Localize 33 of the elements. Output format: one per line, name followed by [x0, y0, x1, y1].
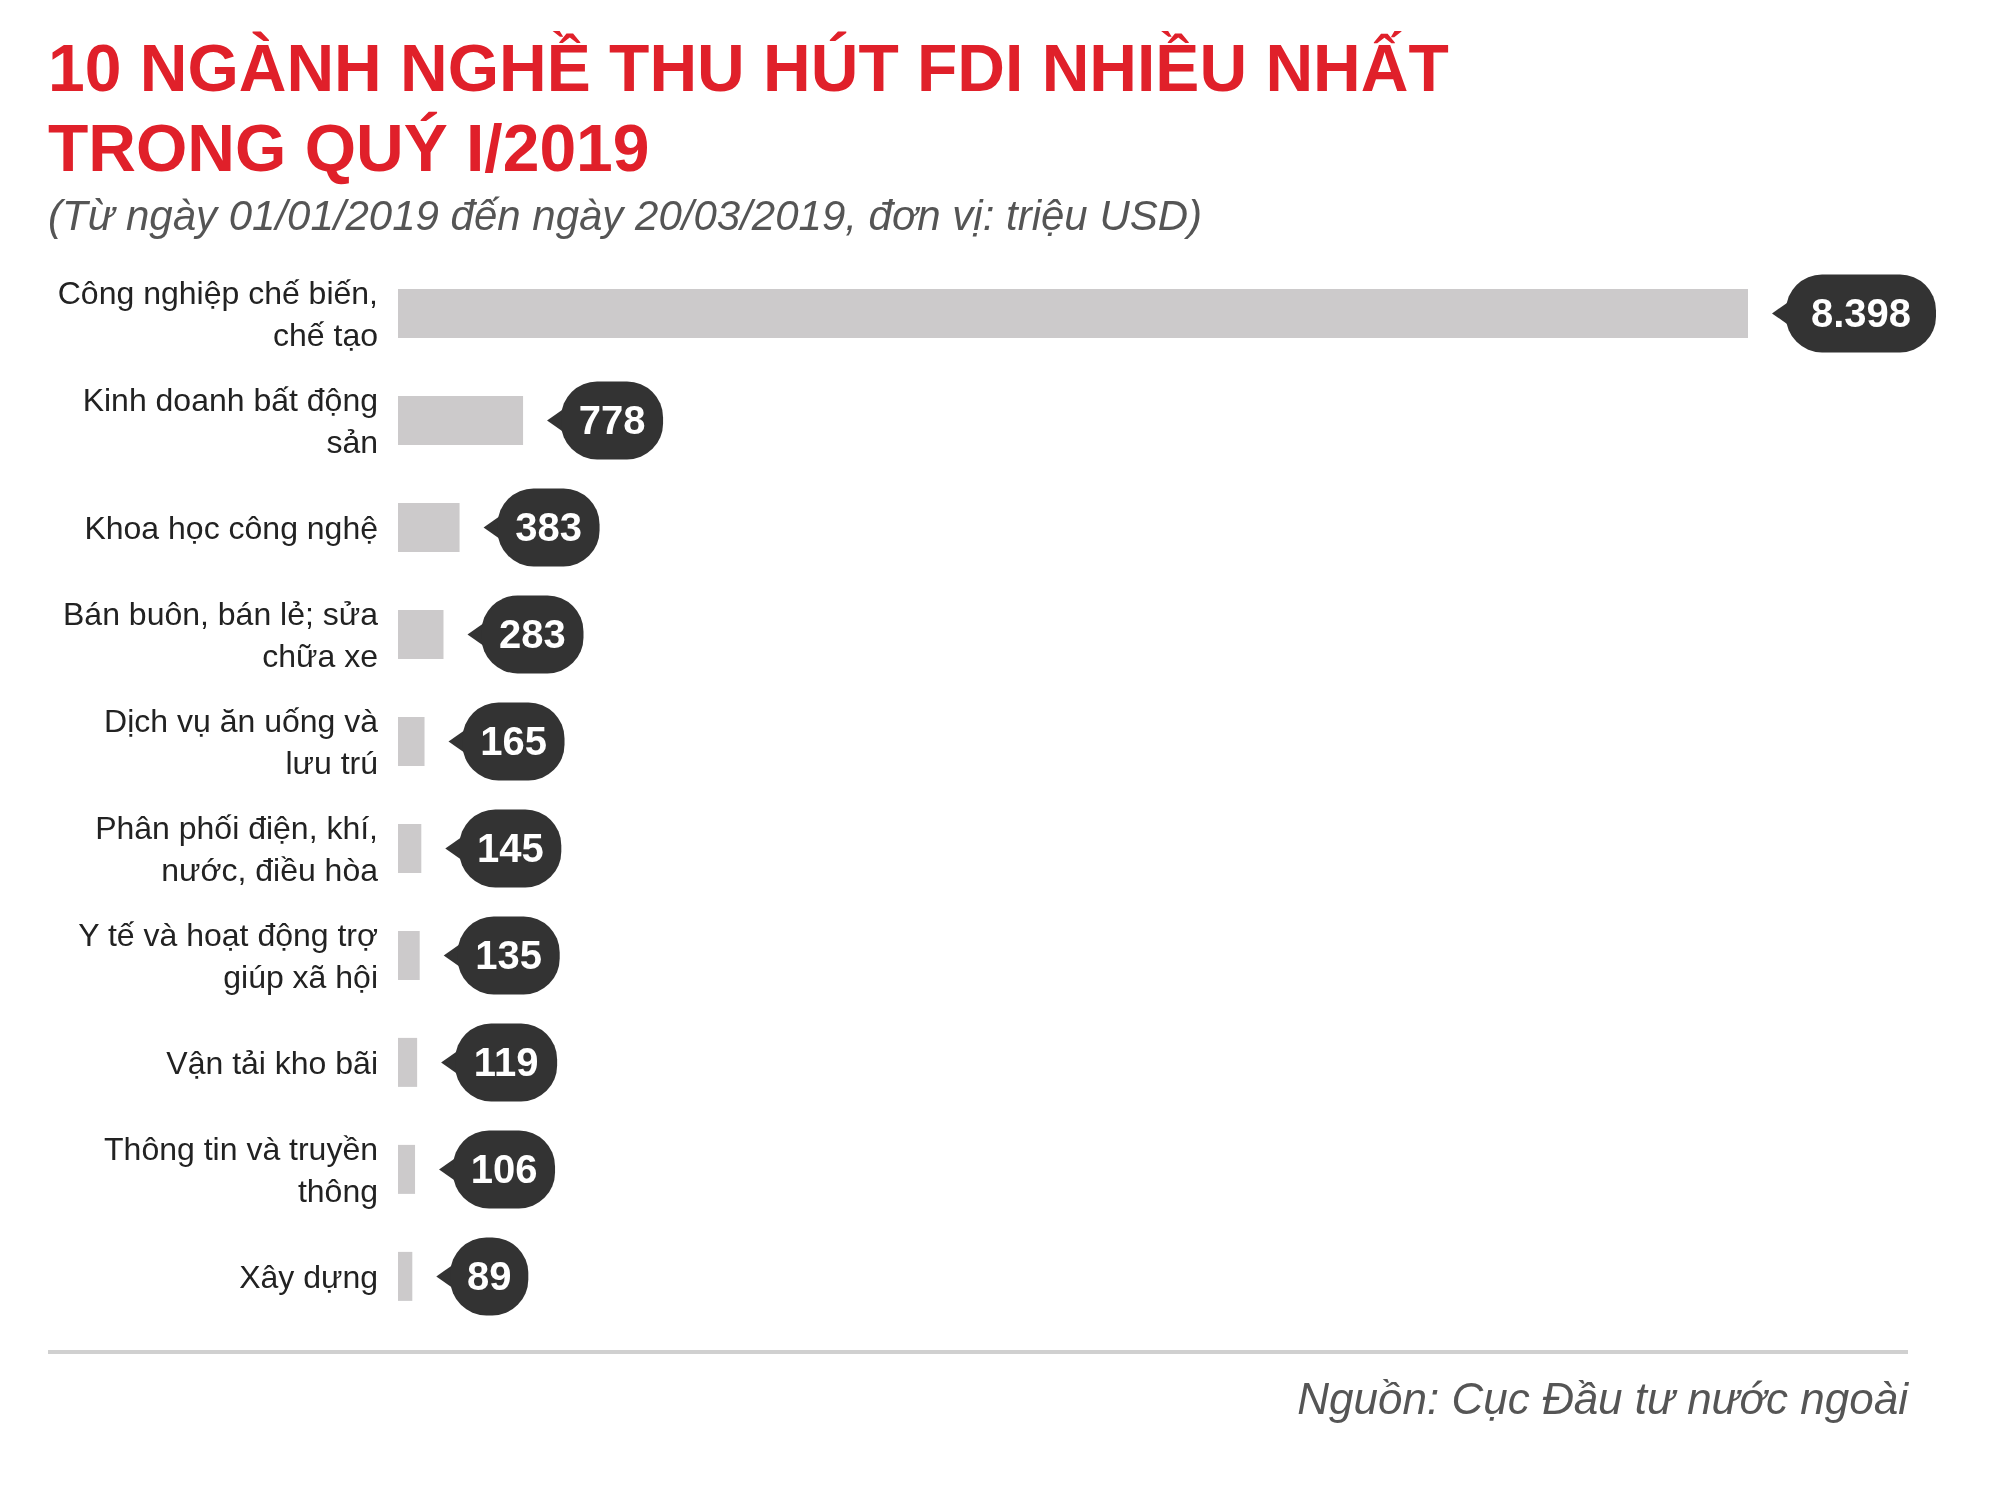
chart-title: 10 NGÀNH NGHỀ THU HÚT FDI NHIỀU NHẤT TRONG QUÝ I/2019 [48, 30, 1450, 187]
data-label: 89 [467, 1254, 512, 1299]
data-label: 778 [578, 398, 646, 443]
text: Nguồn: Cục Đầu tư nước ngoài [1296, 1374, 1908, 1424]
y-tick-label: Thông tin và truyền thông [103, 1129, 378, 1211]
y-tick-label: Vận tải kho bãi [166, 1043, 378, 1083]
bar [398, 1144, 416, 1194]
data-label: 283 [499, 612, 566, 657]
chart-subtitle: (Từ ngày 01/01/2019 đến ngày 20/03/2019, đơn vị: triệu USD) [48, 192, 1204, 240]
bar [398, 1251, 413, 1301]
y-tick-label: Khoa học công nghệ [84, 508, 378, 548]
bar [398, 823, 422, 873]
bar [398, 502, 460, 552]
data-label: 145 [476, 826, 544, 871]
y-tick-label: Công nghiệp chế biến, chế tạo [56, 273, 378, 355]
bar [398, 609, 444, 659]
y-tick-label: Bán buôn, bán lẻ; sửa chữa xe [62, 594, 378, 676]
data-label: 119 [473, 1040, 539, 1085]
y-tick-label: Y tế và hoạt động trợ giúp xã hội [77, 915, 378, 997]
data-label: 165 [480, 719, 547, 764]
bar [398, 930, 420, 980]
bar [398, 1037, 418, 1087]
data-label: 106 [470, 1147, 538, 1192]
y-tick-label: Dịch vụ ăn uống và lưu trú [103, 701, 378, 783]
data-label: 383 [515, 505, 582, 550]
data-label: 135 [475, 933, 543, 978]
bar [398, 716, 425, 766]
y-tick-label: Kinh doanh bất động sản [81, 380, 378, 462]
data-label: 8.398 [1810, 291, 1912, 336]
bar [398, 395, 524, 445]
y-tick-label: Phân phối điện, khí, nước, điều hòa [94, 808, 378, 890]
y-tick-label: Xây dựng [239, 1257, 378, 1297]
bar [398, 288, 1748, 338]
